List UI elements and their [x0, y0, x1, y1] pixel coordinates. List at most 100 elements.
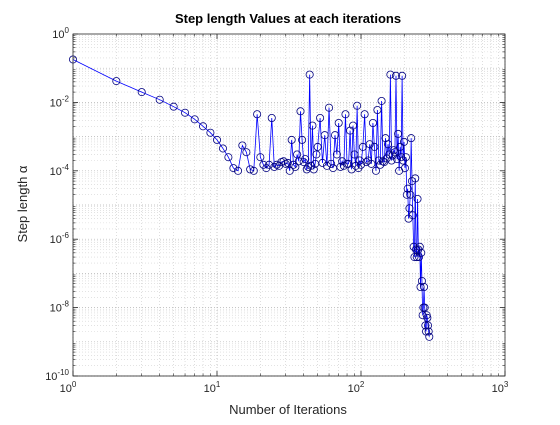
data-point-marker — [242, 148, 251, 157]
data-point-marker — [422, 311, 431, 320]
data-point-marker — [341, 110, 350, 119]
data-point-marker — [385, 150, 394, 159]
series-layer — [69, 55, 434, 341]
data-point-marker — [206, 128, 215, 137]
data-point-marker — [283, 158, 292, 167]
data-point-marker — [190, 115, 199, 124]
data-point-marker — [367, 159, 376, 168]
data-point-marker — [394, 129, 403, 138]
data-point-marker — [309, 165, 318, 174]
data-point-marker — [387, 156, 396, 165]
axes-box — [72, 33, 506, 377]
data-point-marker — [218, 144, 227, 153]
x-tick-exponent: 0 — [72, 380, 77, 389]
data-point-marker — [325, 103, 334, 112]
data-point-marker — [253, 110, 262, 119]
data-point-marker — [425, 332, 434, 341]
data-point-marker — [350, 150, 359, 159]
y-axis-label: Step length α — [15, 165, 30, 242]
data-point-marker — [406, 190, 415, 199]
data-point-marker — [327, 159, 336, 168]
data-point-marker — [410, 253, 419, 262]
data-point-marker — [169, 102, 178, 111]
data-point-marker — [256, 153, 265, 162]
data-point-marker — [417, 276, 426, 285]
data-point-marker — [212, 135, 221, 144]
data-point-marker — [415, 242, 424, 251]
data-point-marker — [249, 166, 258, 175]
data-point-marker — [417, 248, 426, 257]
data-point-marker — [400, 164, 409, 173]
data-point-marker — [320, 131, 329, 140]
data-point-marker — [238, 141, 247, 150]
data-point-marker — [312, 150, 321, 159]
data-point-marker — [332, 150, 341, 159]
data-point-marker — [353, 101, 362, 110]
data-point-marker — [423, 313, 432, 322]
data-point-marker — [346, 126, 355, 135]
data-point-marker — [405, 204, 414, 213]
data-point-marker — [408, 211, 417, 220]
data-point-marker — [334, 118, 343, 127]
x-tick-exponent: 1 — [216, 380, 221, 389]
data-point-marker — [285, 166, 294, 175]
data-point-marker — [229, 164, 238, 173]
minor-grid — [73, 34, 505, 376]
data-point-marker — [279, 157, 288, 166]
data-point-marker — [316, 113, 325, 122]
data-point-marker — [291, 162, 300, 171]
data-point-marker — [267, 113, 276, 122]
data-point-marker — [234, 166, 243, 175]
data-point-marker — [351, 161, 360, 170]
data-point-marker — [391, 71, 400, 80]
data-point-marker — [155, 95, 164, 104]
data-point-marker — [420, 303, 429, 312]
data-point-marker — [365, 140, 374, 149]
data-point-marker — [270, 162, 279, 171]
data-point-marker — [413, 194, 422, 203]
y-tick-exponent: -8 — [62, 300, 70, 309]
data-point-marker — [398, 71, 407, 80]
data-point-marker — [393, 155, 402, 164]
data-point-marker — [199, 122, 208, 131]
data-point-marker — [296, 107, 305, 116]
x-tick-exponent: 2 — [360, 380, 365, 389]
data-point-marker — [418, 311, 427, 320]
data-point-marker — [402, 190, 411, 199]
data-point-marker — [308, 121, 317, 130]
data-point-marker — [383, 140, 392, 149]
data-point-marker — [424, 321, 433, 330]
data-point-marker — [373, 105, 382, 114]
data-point-marker — [386, 70, 395, 79]
data-point-marker — [362, 158, 371, 167]
data-point-marker — [287, 135, 296, 144]
data-point-marker — [356, 160, 365, 169]
data-point-marker — [401, 153, 410, 162]
data-point-marker — [411, 174, 420, 183]
y-tick-exponent: -10 — [57, 368, 69, 377]
data-point-marker — [301, 155, 310, 164]
data-point-marker — [396, 142, 405, 151]
data-point-marker — [246, 165, 255, 174]
data-point-marker — [377, 96, 386, 105]
data-point-marker — [371, 166, 380, 175]
chart-title: Step length Values at each iterations — [175, 11, 401, 26]
data-point-marker — [409, 242, 418, 251]
data-point-marker — [368, 118, 377, 127]
data-point-marker — [420, 283, 429, 292]
data-point-marker — [421, 321, 430, 330]
data-point-marker — [412, 253, 421, 262]
data-point-marker — [305, 70, 314, 79]
data-point-marker — [407, 134, 416, 143]
data-point-marker — [137, 88, 146, 97]
data-point-marker — [358, 142, 367, 151]
data-point-marker — [349, 121, 358, 130]
data-point-marker — [424, 327, 433, 336]
data-point-marker — [181, 108, 190, 117]
data-point-marker — [415, 253, 424, 262]
data-point-marker — [400, 137, 409, 146]
data-point-marker — [374, 156, 383, 165]
